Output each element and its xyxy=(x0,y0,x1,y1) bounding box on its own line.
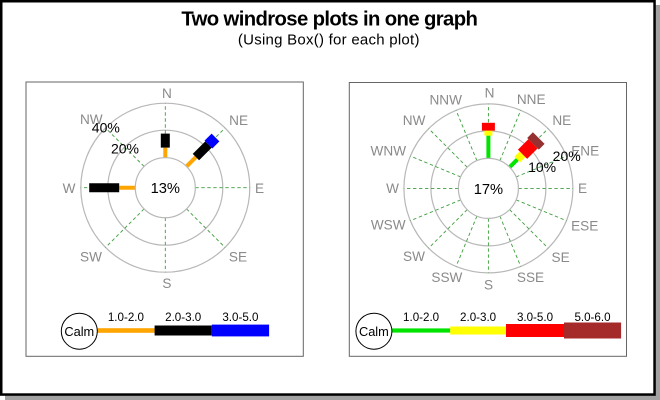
svg-text:SE: SE xyxy=(229,250,247,265)
svg-text:Calm: Calm xyxy=(64,324,94,339)
svg-text:1.0-2.0: 1.0-2.0 xyxy=(403,311,439,324)
svg-text:40%: 40% xyxy=(92,120,120,136)
svg-text:NNW: NNW xyxy=(429,92,462,107)
svg-text:3.0-5.0: 3.0-5.0 xyxy=(517,311,553,324)
svg-text:NE: NE xyxy=(229,113,248,128)
svg-text:SSE: SSE xyxy=(517,270,544,285)
svg-text:N: N xyxy=(162,86,172,101)
svg-text:1.0-2.0: 1.0-2.0 xyxy=(108,311,144,324)
svg-text:N: N xyxy=(485,86,495,101)
svg-text:2.0-3.0: 2.0-3.0 xyxy=(165,311,201,324)
svg-text:20%: 20% xyxy=(553,148,581,164)
svg-text:SW: SW xyxy=(403,249,425,264)
svg-text:ENE: ENE xyxy=(571,144,599,159)
svg-text:SW: SW xyxy=(80,250,102,265)
svg-text:NE: NE xyxy=(552,113,571,128)
svg-text:ESE: ESE xyxy=(571,218,598,233)
svg-text:20%: 20% xyxy=(111,140,139,156)
svg-text:Calm: Calm xyxy=(359,324,389,339)
svg-text:S: S xyxy=(484,277,493,292)
svg-text:WNW: WNW xyxy=(371,144,407,159)
svg-text:WSW: WSW xyxy=(371,217,406,232)
svg-text:NW: NW xyxy=(403,113,426,128)
svg-text:NNE: NNE xyxy=(517,92,546,107)
svg-text:13%: 13% xyxy=(151,181,180,197)
svg-text:W: W xyxy=(386,181,399,196)
svg-text:E: E xyxy=(578,181,587,196)
svg-text:SSW: SSW xyxy=(431,270,462,285)
svg-text:E: E xyxy=(255,181,264,196)
svg-text:Two windrose plots in one grap: Two windrose plots in one graph xyxy=(181,8,477,30)
svg-text:17%: 17% xyxy=(474,182,503,198)
svg-text:2.0-3.0: 2.0-3.0 xyxy=(460,311,496,324)
svg-text:(Using Box() for each plot): (Using Box() for each plot) xyxy=(238,32,420,49)
svg-text:3.0-5.0: 3.0-5.0 xyxy=(222,311,258,324)
svg-text:10%: 10% xyxy=(528,159,556,175)
svg-text:SE: SE xyxy=(552,250,570,265)
svg-text:S: S xyxy=(162,276,171,291)
svg-text:W: W xyxy=(63,181,76,196)
svg-text:5.0-6.0: 5.0-6.0 xyxy=(574,311,610,324)
svg-text:NW: NW xyxy=(80,112,103,127)
